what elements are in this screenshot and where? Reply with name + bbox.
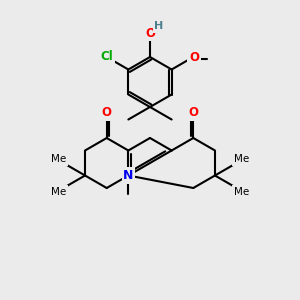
Text: Me: Me (234, 154, 249, 164)
Text: N: N (123, 169, 134, 182)
Text: O: O (189, 51, 199, 64)
Text: Cl: Cl (100, 50, 113, 63)
Text: Me: Me (51, 187, 66, 197)
Text: H: H (154, 21, 164, 31)
Text: O: O (188, 106, 198, 119)
Text: O: O (145, 27, 155, 40)
Text: Me: Me (51, 154, 66, 164)
Text: O: O (102, 106, 112, 119)
Text: Me: Me (234, 187, 249, 197)
